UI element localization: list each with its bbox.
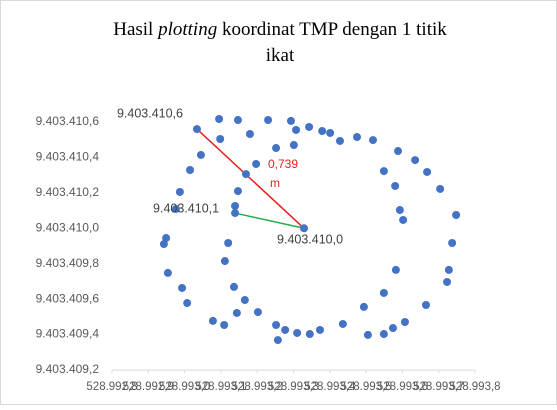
chart-title: Hasil plotting koordinat TMP dengan 1 ti… xyxy=(113,19,447,40)
point xyxy=(273,336,282,345)
point xyxy=(175,187,184,196)
point xyxy=(220,321,229,330)
point xyxy=(289,141,298,150)
y-tick-label: 9.403.409,4 xyxy=(36,327,100,341)
point xyxy=(436,184,445,193)
point xyxy=(163,268,172,277)
annotation-label: 0,739 xyxy=(268,157,298,171)
x-tick-label: 528.993,0 xyxy=(159,381,210,393)
point xyxy=(229,282,238,291)
title-part: plotting xyxy=(156,19,217,40)
point xyxy=(400,317,409,326)
point xyxy=(231,201,240,210)
point xyxy=(379,288,388,297)
point xyxy=(286,116,295,125)
point xyxy=(326,128,335,137)
x-tick-label: 528.993,7 xyxy=(413,381,464,393)
point xyxy=(171,204,180,213)
title-part: Hasil xyxy=(113,19,153,40)
point xyxy=(363,330,372,339)
point xyxy=(305,122,314,131)
point xyxy=(391,265,400,274)
x-tick-label: 528.993,1 xyxy=(195,381,246,393)
y-tick-label: 9.403.409,6 xyxy=(36,291,100,305)
point xyxy=(379,167,388,176)
point xyxy=(183,299,192,308)
point xyxy=(452,211,461,219)
point xyxy=(241,170,250,179)
point xyxy=(216,135,225,144)
point xyxy=(411,156,420,165)
x-tick-label: 528.992,9 xyxy=(123,381,174,393)
point xyxy=(178,283,187,292)
point xyxy=(292,125,301,134)
x-tick-label: 528.993,6 xyxy=(377,381,428,393)
point xyxy=(240,296,249,305)
point xyxy=(335,136,344,145)
point xyxy=(399,215,408,224)
point xyxy=(421,300,430,309)
x-tick-label: 528.993,4 xyxy=(304,381,356,393)
point xyxy=(444,265,453,274)
point xyxy=(233,187,242,196)
y-tick-label: 9.403.410,2 xyxy=(36,185,100,199)
point xyxy=(208,316,217,325)
point xyxy=(353,133,362,142)
title-part: koordinat TMP dengan 1 titik xyxy=(222,19,447,40)
point xyxy=(220,257,229,266)
y-tick-label: 9.403.409,2 xyxy=(36,362,100,376)
point xyxy=(252,159,261,168)
x-tick-label: 528.992,8 xyxy=(86,381,137,393)
point xyxy=(338,319,347,328)
point xyxy=(272,321,281,330)
point xyxy=(443,277,452,286)
point xyxy=(448,238,457,247)
point xyxy=(196,150,205,159)
point xyxy=(192,125,201,134)
point xyxy=(300,224,309,233)
point xyxy=(359,302,368,311)
x-tick-label: 528.993,8 xyxy=(449,381,500,393)
x-tick-label: 528.993,5 xyxy=(341,381,392,393)
point xyxy=(162,234,171,243)
point xyxy=(305,330,314,339)
point xyxy=(253,308,262,317)
annotation-label: m xyxy=(270,176,280,190)
point xyxy=(245,130,254,139)
point xyxy=(264,116,273,125)
chart-title: ikat xyxy=(266,45,295,66)
point xyxy=(224,238,233,247)
point xyxy=(395,206,404,215)
point xyxy=(368,136,377,145)
point xyxy=(159,240,168,249)
point xyxy=(186,166,195,175)
point-label: 9.403.410,6 xyxy=(117,106,183,120)
annotation-line xyxy=(196,128,305,229)
y-tick-label: 9.403.410,6 xyxy=(36,114,100,128)
point xyxy=(231,209,240,218)
point xyxy=(233,116,242,125)
annotation-line xyxy=(234,212,305,230)
point xyxy=(318,127,327,136)
point xyxy=(232,308,241,317)
point xyxy=(388,324,397,333)
y-tick-label: 9.403.410,4 xyxy=(36,150,100,164)
x-tick-label: 528.993,3 xyxy=(268,381,319,393)
point-label: 9.403.410,1 xyxy=(153,201,219,215)
point xyxy=(379,330,388,339)
point xyxy=(423,167,432,176)
point xyxy=(272,144,281,153)
point xyxy=(215,114,224,123)
y-tick-label: 9.403.410,0 xyxy=(36,220,100,234)
point xyxy=(293,328,302,337)
x-tick-label: 528.993,2 xyxy=(232,381,283,393)
point xyxy=(315,325,324,334)
point xyxy=(391,181,400,190)
point-label: 9.403.410,0 xyxy=(277,233,343,247)
title-part: ikat xyxy=(266,45,295,66)
y-tick-label: 9.403.409,8 xyxy=(36,256,100,270)
point xyxy=(281,325,290,334)
point xyxy=(394,147,403,156)
